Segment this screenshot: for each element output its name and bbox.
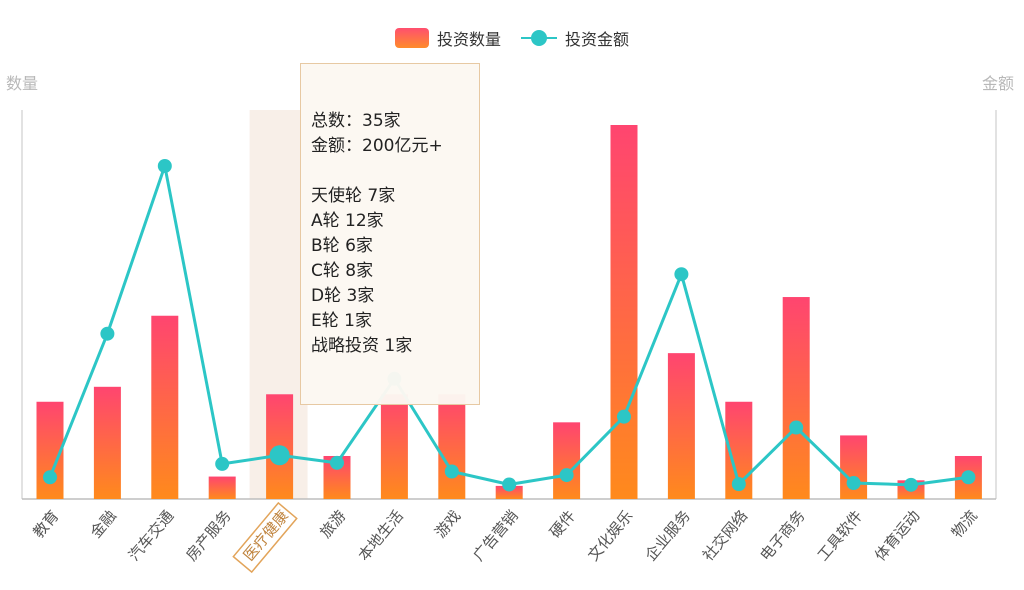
line-point[interactable] [43, 470, 57, 485]
line-point[interactable] [846, 476, 861, 491]
x-tick-group: 硬件 [546, 507, 579, 542]
legend-item-bar[interactable]: 投资数量 [394, 26, 501, 50]
line-point[interactable] [502, 477, 517, 492]
x-tick-label: 硬件 [546, 507, 579, 542]
bar[interactable] [495, 485, 523, 499]
legend-line-label: 投资金额 [565, 30, 630, 49]
bar[interactable] [380, 394, 408, 499]
x-tick-group: 医疗健康 [232, 501, 298, 574]
line-point[interactable] [215, 456, 230, 471]
y-axis-left-title: 数量 [6, 74, 39, 93]
x-tick-label: 教育 [29, 507, 62, 542]
bar[interactable] [553, 422, 581, 499]
x-tick-highlight-box [232, 501, 298, 574]
bar[interactable] [782, 297, 810, 499]
x-tick-label: 本地生活 [355, 507, 407, 565]
line-series [48, 164, 969, 487]
x-tick-group: 物流 [948, 507, 981, 542]
line-point[interactable] [100, 326, 115, 341]
tooltip-round: B轮 6家 [311, 236, 373, 256]
x-tick-label: 工具软件 [814, 507, 866, 565]
legend-bar-label: 投资数量 [436, 30, 501, 49]
x-tick-label: 体育运动 [871, 507, 923, 565]
bar[interactable] [151, 315, 179, 499]
y-axis-right-title: 金额 [981, 74, 1014, 93]
legend-item-line[interactable]: 投资金额 [521, 26, 629, 50]
tooltip-round: 天使轮 7家 [311, 186, 396, 206]
x-tick-label: 广告营销 [469, 507, 521, 565]
tooltip: 总数：35家 金额：200亿元+ 天使轮 7家 A轮 12家 B轮 6家 C轮 … [300, 63, 480, 405]
line-point[interactable] [157, 159, 172, 173]
bar[interactable] [667, 353, 695, 499]
legend: 投资数量 投资金额 [0, 26, 1024, 50]
x-tick-group: 文化娱乐 [584, 507, 636, 565]
legend-line-swatch [521, 28, 557, 48]
tooltip-round: D轮 3家 [311, 286, 375, 306]
x-tick-label: 物流 [948, 507, 981, 542]
x-tick-group: 社交网络 [699, 507, 751, 565]
x-tick-label: 房产服务 [182, 507, 234, 565]
line-point[interactable] [330, 455, 344, 470]
x-tick-group: 电子商务 [756, 507, 808, 565]
bar[interactable] [208, 476, 236, 499]
x-tick-label: 文化娱乐 [584, 507, 636, 565]
x-tick-label: 社交网络 [699, 507, 751, 565]
line-point[interactable] [674, 267, 689, 282]
line-point[interactable] [444, 464, 459, 479]
x-tick-label: 企业服务 [642, 507, 694, 565]
line-point[interactable] [617, 409, 631, 424]
x-tick-group: 房产服务 [182, 507, 234, 565]
line-point[interactable] [731, 477, 746, 492]
x-tick-group: 游戏 [431, 507, 464, 542]
tooltip-round: 战略投资 1家 [311, 336, 413, 356]
x-tick-label: 汽车交通 [125, 507, 177, 565]
x-tick-group: 工具软件 [814, 507, 866, 565]
tooltip-round: E轮 1家 [311, 311, 372, 331]
bar[interactable] [438, 394, 466, 499]
line-point[interactable] [559, 468, 574, 483]
x-tick-label: 游戏 [431, 507, 464, 542]
x-tick-label: 电子商务 [756, 507, 808, 565]
x-tick-group: 金融 [87, 507, 120, 542]
x-tick-group: 体育运动 [871, 507, 923, 565]
tooltip-round: A轮 12家 [311, 211, 384, 231]
bar[interactable] [93, 386, 121, 499]
x-tick-group: 教育 [29, 507, 62, 542]
x-tick-group: 本地生活 [355, 507, 407, 565]
line-point[interactable] [961, 470, 976, 485]
tooltip-total: 总数：35家 [311, 111, 401, 131]
x-tick-group: 广告营销 [469, 507, 521, 565]
line-point[interactable] [269, 445, 290, 466]
x-tick-group: 汽车交通 [125, 507, 177, 565]
tooltip-round: C轮 8家 [311, 261, 374, 281]
line-point[interactable] [789, 420, 804, 435]
x-tick-label: 金融 [87, 507, 120, 542]
bar[interactable] [610, 125, 638, 499]
x-tick-group: 旅游 [316, 507, 349, 542]
x-tick-group: 企业服务 [642, 507, 694, 565]
tooltip-amount: 金额：200亿元+ [311, 136, 443, 156]
x-tick-label: 旅游 [316, 507, 349, 542]
line-point[interactable] [904, 477, 918, 492]
legend-bar-swatch [394, 28, 429, 48]
